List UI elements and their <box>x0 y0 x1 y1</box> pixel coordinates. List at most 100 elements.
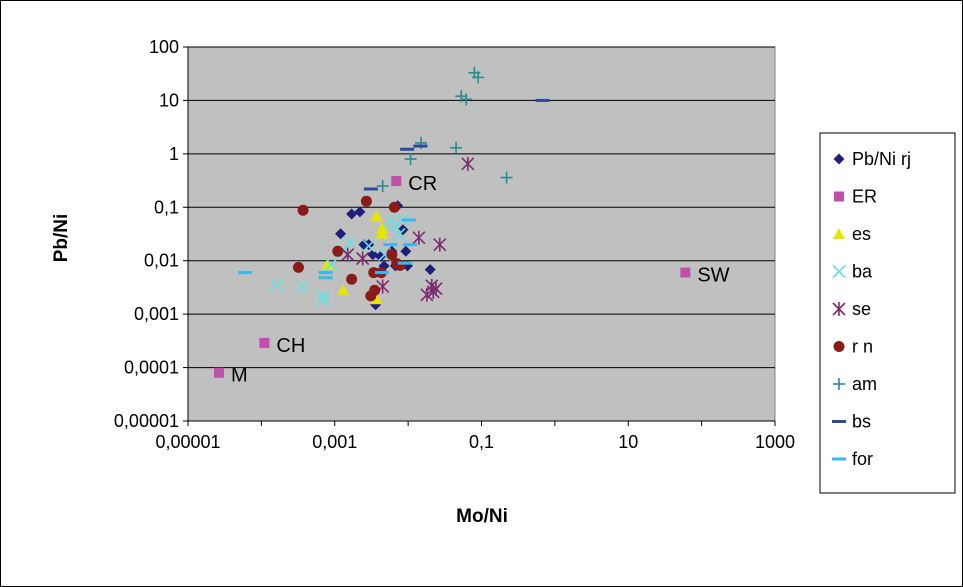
plot-area <box>187 46 776 422</box>
y-axis-title: Pb/Ni <box>51 214 72 263</box>
y-tick-label: 1 <box>169 144 179 164</box>
data-point <box>535 98 550 102</box>
data-point <box>500 171 513 184</box>
y-tick-label: 0,00001 <box>114 411 179 431</box>
data-point <box>383 243 398 247</box>
data-point <box>424 264 436 276</box>
point-labels: M CH CR SW <box>231 173 730 387</box>
series-er <box>214 176 691 378</box>
x-tick-label: 0,00001 <box>155 432 220 452</box>
data-point <box>318 276 333 280</box>
data-point <box>375 227 388 239</box>
data-point <box>369 284 381 296</box>
legend-marker <box>833 153 845 165</box>
x-axis-title: Mo/Ni <box>456 506 508 527</box>
data-point <box>370 210 383 222</box>
data-point <box>316 293 330 308</box>
legend-marker <box>832 264 846 279</box>
data-point <box>332 245 344 257</box>
legend-label: r n <box>852 337 873 357</box>
legend: Pb/Ni rj ER es ba se r n am bs for <box>819 132 956 494</box>
data-point <box>400 245 412 257</box>
series-bs <box>363 98 550 191</box>
data-point <box>346 208 358 220</box>
data-point <box>455 90 468 103</box>
x-tick-label: 1000 <box>755 432 795 452</box>
data-point <box>376 180 389 193</box>
data-point <box>680 267 691 278</box>
data-point <box>387 219 401 233</box>
y-tick-label: 0,0001 <box>124 358 179 378</box>
data-point <box>394 259 406 271</box>
y-tick-label: 0,1 <box>154 197 179 217</box>
legend-label: for <box>852 449 873 469</box>
legend-marker <box>833 228 845 239</box>
y-tick-label: 10 <box>159 90 179 110</box>
data-point <box>461 156 475 171</box>
data-point <box>259 337 270 348</box>
legend-label: ba <box>852 262 873 282</box>
axes <box>183 46 776 426</box>
data-point <box>388 201 400 213</box>
series-am <box>376 66 513 193</box>
point-label: CH <box>276 335 305 357</box>
y-tick-label: 0,01 <box>144 251 179 271</box>
point-label: CR <box>408 173 437 195</box>
legend-marker <box>833 341 845 352</box>
data-point <box>433 237 447 252</box>
data-point <box>402 243 417 247</box>
legend-label: es <box>852 224 871 244</box>
legend-label: Pb/Ni rj <box>852 149 911 169</box>
data-point <box>297 204 309 216</box>
data-point <box>335 228 347 240</box>
data-point <box>397 261 412 265</box>
legend-items: Pb/Ni rj ER es ba se r n am bs for <box>832 149 911 469</box>
data-point <box>337 284 350 296</box>
data-point <box>450 141 463 154</box>
legend-label: se <box>852 299 871 319</box>
point-label: SW <box>697 265 729 287</box>
data-point <box>324 257 338 272</box>
data-points <box>214 66 691 378</box>
y-tick-label: 100 <box>149 37 179 57</box>
data-point <box>472 71 485 84</box>
data-point <box>374 271 389 275</box>
x-tick-label: 0,1 <box>469 432 494 452</box>
y-tick-label: 0,001 <box>134 304 179 324</box>
data-point <box>386 249 398 261</box>
legend-marker <box>833 378 845 390</box>
legend-label: am <box>852 374 877 394</box>
data-point <box>391 176 402 187</box>
grid-lines <box>188 46 775 369</box>
data-point <box>413 144 428 148</box>
data-point <box>316 289 330 303</box>
data-point <box>367 249 379 261</box>
data-point <box>363 187 378 191</box>
data-point <box>362 239 376 253</box>
data-point <box>341 247 355 262</box>
tick-labels: 0,00001 0,0001 0,001 0,01 0,1 1 10 100 0,00001 0,… <box>114 37 795 452</box>
legend-label: ER <box>852 187 877 207</box>
data-point <box>401 218 416 222</box>
legend-marker <box>832 457 846 461</box>
legend-label: bs <box>852 412 871 432</box>
legend-box <box>819 132 956 494</box>
data-point <box>412 230 426 245</box>
data-point <box>346 273 358 285</box>
legend-marker <box>832 302 846 316</box>
data-point <box>354 206 366 218</box>
data-point <box>360 195 372 207</box>
data-point <box>295 280 309 294</box>
data-point <box>343 235 357 249</box>
data-point <box>404 153 417 166</box>
data-point <box>392 227 406 242</box>
x-tick-label: 0,001 <box>312 432 357 452</box>
data-point <box>292 261 304 273</box>
data-point <box>318 271 333 275</box>
data-point <box>269 277 283 291</box>
series-r-n <box>292 195 406 302</box>
point-label: M <box>231 365 248 387</box>
data-point <box>460 93 473 106</box>
